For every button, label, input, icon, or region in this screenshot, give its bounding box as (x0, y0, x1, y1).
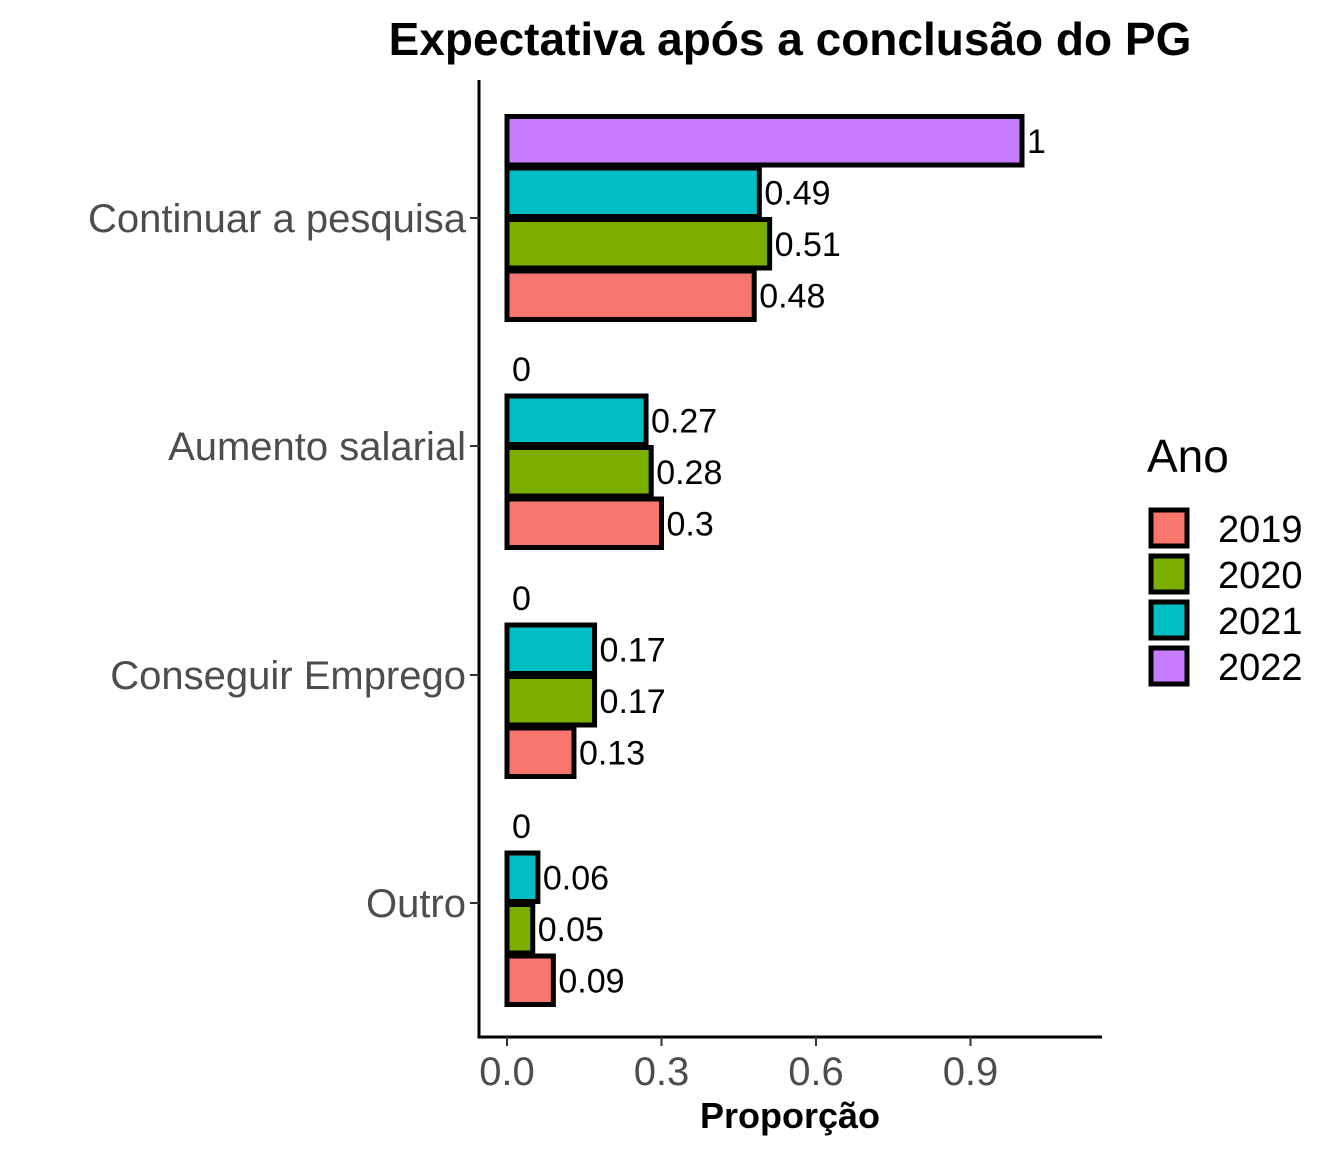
bar (504, 268, 757, 322)
legend-key (1148, 553, 1190, 595)
plot-area: 0.0 0.3 0.6 0.9 Continuar a pesquisa Aumento … (88, 80, 1102, 1094)
data-label: 0 (512, 351, 531, 389)
bar (504, 902, 536, 956)
data-label: 0 (512, 808, 531, 846)
bar (504, 114, 1025, 168)
bar (504, 217, 773, 271)
x-axis-title: Proporção (700, 1095, 880, 1136)
data-label: 0.05 (538, 911, 604, 949)
bar (504, 622, 598, 676)
data-label: 1 (1027, 123, 1046, 161)
data-label: 0.28 (656, 454, 722, 492)
legend-label: 2019 (1218, 509, 1303, 551)
legend-key (1148, 599, 1190, 641)
bar (504, 850, 541, 904)
bar (504, 725, 577, 779)
x-tick-label: 0.3 (634, 1050, 690, 1094)
x-tick-label: 0.0 (479, 1050, 535, 1094)
data-label: 0.3 (667, 505, 714, 543)
legend-label: 2021 (1218, 601, 1303, 643)
category-label: Conseguir Emprego (110, 654, 466, 698)
x-tick-label: 0.9 (943, 1050, 999, 1094)
data-label: 0.49 (764, 174, 830, 212)
data-label: 0.27 (651, 402, 717, 440)
data-label: 0.51 (775, 226, 841, 264)
data-label: 0.09 (558, 962, 624, 1000)
x-tick-label: 0.6 (788, 1050, 844, 1094)
bar (504, 496, 664, 550)
category-label: Aumento salarial (168, 425, 466, 469)
category-label: Continuar a pesquisa (88, 197, 467, 241)
data-label: 0.13 (579, 734, 645, 772)
legend-title: Ano (1147, 430, 1229, 482)
legend-key (1148, 507, 1190, 549)
data-label: 0 (512, 580, 531, 618)
legend-label: 2022 (1218, 647, 1303, 689)
data-label: 0.48 (759, 277, 825, 315)
data-label: 0.17 (600, 631, 666, 669)
bar (504, 165, 762, 219)
legend-key (1148, 645, 1190, 687)
data-label: 0.06 (543, 859, 609, 897)
category-label: Outro (366, 882, 466, 926)
bar (504, 393, 649, 447)
bar (504, 674, 598, 728)
chart-title: Expectativa após a conclusão do PG (389, 13, 1192, 65)
data-label: 0.17 (600, 683, 666, 721)
bar (504, 445, 654, 499)
legend-label: 2020 (1218, 555, 1303, 597)
bar (504, 953, 556, 1007)
